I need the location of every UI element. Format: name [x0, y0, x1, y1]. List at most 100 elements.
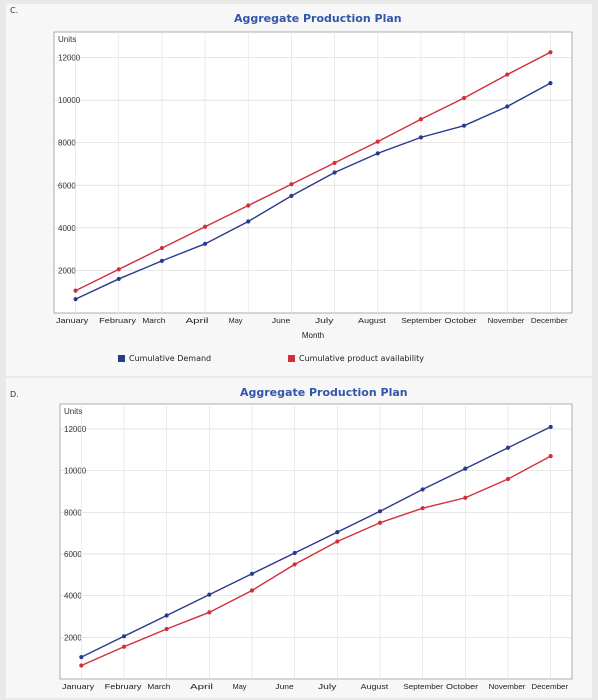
data-point — [461, 123, 467, 128]
y-tick-label: 6000 — [64, 550, 82, 559]
x-tick-label: March — [142, 316, 165, 325]
data-point — [375, 139, 380, 144]
legend-label-availability: Cumulative product availability — [299, 354, 425, 363]
data-point — [548, 424, 553, 430]
x-tick-label: January — [62, 682, 94, 691]
data-point — [463, 495, 468, 500]
data-point — [548, 50, 553, 55]
x-tick-label: January — [56, 316, 88, 325]
legend-item-demand: Cumulative Demand — [118, 354, 211, 363]
x-tick-label: November — [488, 316, 525, 325]
series-line-1 — [81, 455, 551, 667]
data-point — [116, 276, 121, 282]
data-point — [375, 151, 380, 156]
data-point — [292, 550, 297, 556]
data-point — [548, 453, 553, 459]
data-point — [335, 530, 340, 535]
data-point — [246, 203, 251, 208]
legend-item-availability: Cumulative product availability — [288, 354, 424, 363]
data-point — [79, 663, 84, 668]
legend-swatch-blue — [118, 355, 125, 362]
data-point — [332, 160, 337, 166]
y-tick-label: 2000 — [64, 633, 82, 642]
series-line-1 — [75, 51, 551, 292]
series-line-0 — [75, 82, 551, 300]
chart-panel-d: D. Aggregate Production Plan 2000 4000 600… — [6, 378, 592, 698]
series-line-0 — [81, 426, 551, 658]
x-tick-label: May — [229, 316, 243, 325]
y-tick-label: 12000 — [58, 54, 81, 63]
y-tick-label: 8000 — [64, 508, 82, 517]
data-point — [121, 644, 127, 649]
x-tick-label: September — [401, 316, 442, 325]
x-tick-label: June — [272, 316, 290, 325]
option-label-c: C. — [10, 6, 19, 15]
data-point — [292, 562, 297, 567]
data-point — [463, 466, 468, 471]
x-tick-label: December — [531, 682, 568, 691]
y-tick-label: 4000 — [58, 224, 76, 233]
data-point — [335, 539, 340, 544]
x-tick-label: October — [445, 316, 478, 325]
x-tick-label: August — [361, 682, 390, 691]
data-point — [164, 613, 169, 618]
data-point — [249, 571, 255, 576]
data-point — [159, 258, 165, 263]
y-tick-label: 10000 — [58, 96, 81, 105]
data-point — [207, 610, 212, 615]
data-point — [164, 626, 169, 632]
data-point — [246, 219, 251, 224]
y-tick-label: 2000 — [58, 266, 76, 275]
data-point — [548, 80, 553, 86]
data-point — [377, 520, 383, 525]
data-point — [505, 104, 510, 109]
data-point — [121, 634, 127, 639]
data-point — [461, 95, 467, 101]
data-point — [73, 297, 78, 302]
x-tick-label: August — [358, 316, 387, 325]
plot-area — [53, 31, 573, 314]
chart-title-c: Aggregate Production Plan — [234, 12, 402, 25]
plot-area — [59, 403, 573, 680]
x-tick-label: July — [315, 316, 334, 325]
option-label-d: D. — [10, 390, 19, 399]
data-point — [332, 170, 337, 175]
x-tick-label: April — [190, 682, 213, 691]
y-tick-label: 12000 — [64, 425, 87, 434]
x-tick-label: March — [147, 682, 170, 691]
x-tick-label: June — [275, 682, 293, 691]
x-tick-label: May — [233, 682, 247, 691]
chart-title-d: Aggregate Production Plan — [240, 386, 408, 399]
data-point — [159, 245, 165, 251]
data-point — [505, 445, 511, 450]
data-point — [418, 117, 424, 122]
y-tick-label: 4000 — [64, 592, 82, 601]
data-point — [420, 487, 425, 492]
legend-swatch-red — [288, 355, 295, 362]
x-tick-label: September — [403, 682, 443, 691]
data-point — [207, 592, 212, 597]
x-tick-label: November — [489, 682, 526, 691]
x-tick-label: July — [318, 682, 337, 691]
line-chart-c: 2000 4000 6000 8000 10000 12000 Units January Fe… — [53, 31, 573, 340]
data-point — [202, 241, 208, 246]
data-point — [418, 135, 424, 140]
y-tick-label: 6000 — [58, 181, 76, 190]
data-point — [377, 509, 383, 514]
data-point — [249, 588, 255, 593]
data-point — [116, 267, 121, 272]
data-point — [420, 506, 425, 511]
y-tick-label: 8000 — [58, 139, 76, 148]
y-axis-label: Units — [58, 35, 76, 44]
data-point — [202, 224, 208, 229]
chart-panel-c: C. Aggregate Production Plan 2000 4000 600… — [6, 4, 592, 376]
x-tick-label: February — [105, 682, 142, 691]
data-point — [505, 72, 510, 77]
x-axis-label: Month — [302, 331, 324, 340]
x-tick-label: April — [186, 316, 209, 325]
data-point — [79, 655, 84, 660]
x-tick-label: December — [531, 316, 568, 325]
data-point — [289, 193, 294, 199]
data-point — [289, 182, 294, 187]
